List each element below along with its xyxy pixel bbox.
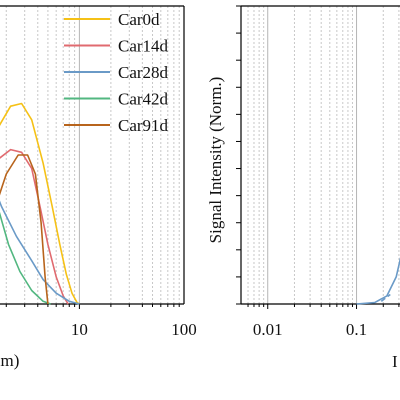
x-tick-label: 100 bbox=[171, 320, 197, 339]
series-line-car42d bbox=[0, 211, 51, 305]
series-line-unnamed-1 bbox=[380, 293, 391, 302]
series-line-car28d bbox=[0, 200, 80, 305]
left-x-axis-label-fragment: nm) bbox=[0, 351, 19, 370]
x-tick-label: 0.01 bbox=[253, 320, 283, 339]
right-x-axis-label-fragment: I bbox=[392, 352, 398, 371]
right-y-axis-label: Signal Intensity (Norm.) bbox=[206, 77, 225, 244]
x-tick-label: 10 bbox=[71, 320, 88, 339]
legend-label-car0d: Car0d bbox=[118, 10, 160, 29]
legend: Car0d Car14d Car28d Car42d Car91d bbox=[64, 10, 169, 135]
legend-label-car91d: Car91d bbox=[118, 116, 169, 135]
left-plot: 10 100 Car0d Car14d Car28d Car42d Car91d bbox=[0, 5, 197, 339]
series-line-car0d bbox=[0, 102, 80, 305]
x-tick-label: 0.1 bbox=[346, 320, 367, 339]
legend-label-car42d: Car42d bbox=[118, 90, 169, 109]
series-line-unnamed-0 bbox=[356, 256, 400, 305]
series-line-car91d bbox=[0, 154, 49, 305]
right-plot: 0.01 0.1 bbox=[236, 5, 400, 339]
legend-label-car14d: Car14d bbox=[118, 37, 169, 56]
legend-label-car28d: Car28d bbox=[118, 63, 169, 82]
series-line-car14d bbox=[0, 148, 69, 305]
